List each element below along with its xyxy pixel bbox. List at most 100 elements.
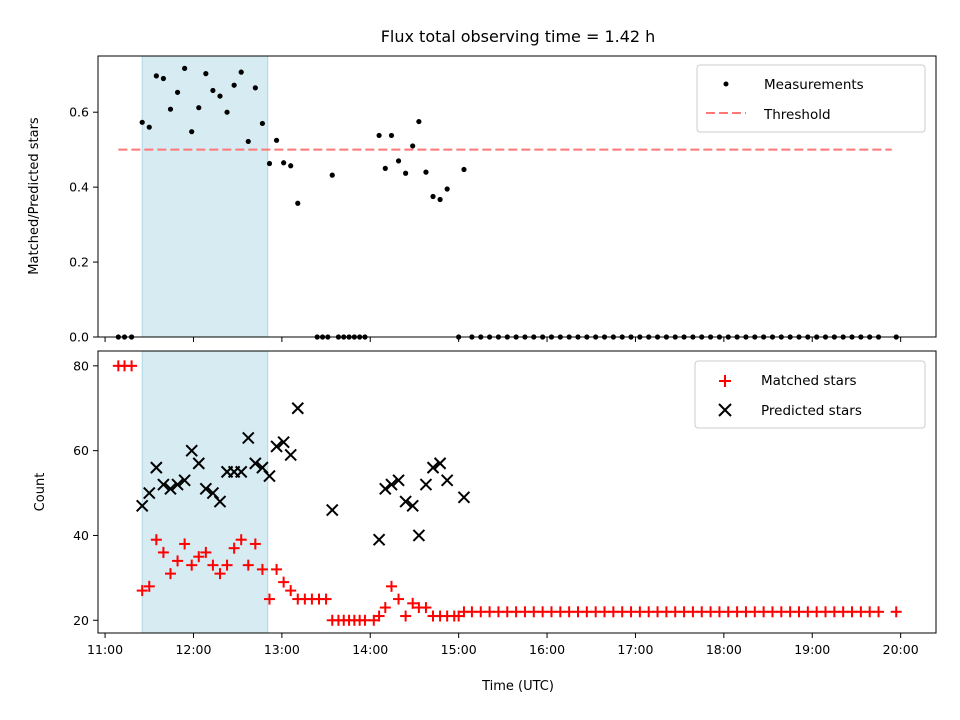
measurement-point xyxy=(259,120,266,127)
predicted-star-point xyxy=(135,499,149,512)
measurement-point xyxy=(231,82,237,88)
matched-star-point xyxy=(400,610,412,622)
x-tick-label: 18:00 xyxy=(706,642,742,657)
measurement-point xyxy=(160,75,167,82)
y-tick-label: 40 xyxy=(73,528,89,543)
measurement-point xyxy=(139,119,145,125)
legend-threshold-label: Threshold xyxy=(763,107,831,123)
x-axis-label: Time (UTC) xyxy=(481,679,554,694)
bottom-y-ticks: 20 40 60 80 xyxy=(73,358,98,628)
measurement-point xyxy=(281,160,287,166)
measurement-point xyxy=(430,193,436,200)
chart-title: Flux total observing time = 1.42 h xyxy=(381,27,656,46)
x-tick-label: 12:00 xyxy=(175,642,211,657)
matched-star-point xyxy=(207,559,219,571)
measurement-point xyxy=(266,160,273,167)
matched-star-point xyxy=(143,580,155,592)
matched-star-point xyxy=(179,538,191,550)
bottom-axes-frame xyxy=(97,350,937,634)
top-axes-frame xyxy=(97,55,937,338)
predicted-star-point xyxy=(399,495,412,508)
predicted-star-point xyxy=(372,533,386,546)
y-tick-label: 0.6 xyxy=(69,105,89,120)
matched-star-point xyxy=(407,597,419,609)
measurement-point xyxy=(153,73,159,79)
measurement-point xyxy=(437,196,443,203)
x-tick-label: 15:00 xyxy=(441,642,477,657)
predicted-star-point xyxy=(291,402,304,415)
measurement-point xyxy=(388,132,395,139)
measurement-point xyxy=(189,129,195,135)
top-legend-box xyxy=(696,64,926,133)
measurement-point xyxy=(238,69,244,75)
measurement-point xyxy=(329,172,335,178)
matched-star-point xyxy=(285,585,297,597)
matched-star-point xyxy=(136,585,148,597)
predicted-star-point xyxy=(185,444,198,457)
matched-stars-series xyxy=(112,360,902,626)
top-y-axis-label: Matched/Predicted stars xyxy=(27,117,42,275)
measurement-point xyxy=(167,106,174,112)
measurement-point xyxy=(295,200,301,206)
measurement-point xyxy=(410,143,416,149)
matched-star-point xyxy=(393,593,405,605)
predicted-star-point xyxy=(242,431,255,445)
predicted-star-point xyxy=(150,461,163,474)
predicted-star-point xyxy=(284,448,297,462)
matched-star-point xyxy=(235,534,247,546)
y-tick-label: 0.0 xyxy=(69,330,89,345)
bottom-legend-box xyxy=(694,360,926,429)
predicted-star-point xyxy=(392,474,405,487)
matched-star-point xyxy=(186,559,198,571)
predicted-star-point xyxy=(412,529,426,542)
predicted-star-point xyxy=(326,503,339,517)
x-tick-label: 20:00 xyxy=(883,642,919,657)
predicted-star-point xyxy=(440,474,454,487)
y-tick-label: 0.4 xyxy=(69,180,89,195)
bottom-x-ticks: 11:00 12:00 13:00 14:00 15:00 16:00 17:00 18:00… xyxy=(87,633,919,657)
predicted-star-point xyxy=(249,457,262,470)
y-tick-label: 0.2 xyxy=(69,255,89,270)
observing-span-top xyxy=(141,55,269,338)
matched-star-point xyxy=(228,542,240,554)
matched-star-point xyxy=(193,551,205,563)
predicted-star-point xyxy=(426,461,440,474)
matched-star-point xyxy=(271,563,283,575)
matched-star-point xyxy=(873,606,885,618)
top-y-ticks: 0.0 0.2 0.4 0.6 xyxy=(69,105,98,345)
matched-star-point xyxy=(164,568,176,580)
predicted-star-point xyxy=(457,491,471,504)
matched-star-point xyxy=(379,602,391,614)
predicted-star-point xyxy=(213,495,227,508)
matched-star-point xyxy=(263,593,275,605)
legend-matched-label: Matched stars xyxy=(761,373,857,389)
bottom-legend: Matched stars Predicted stars xyxy=(694,360,926,429)
measurement-point xyxy=(217,93,223,99)
predicted-star-point xyxy=(234,465,248,479)
top-legend: Measurements Threshold xyxy=(696,64,926,133)
x-tick-label: 11:00 xyxy=(87,642,123,657)
matched-star-point xyxy=(256,563,268,575)
measurement-point xyxy=(210,87,216,94)
measurement-point xyxy=(252,85,258,91)
x-tick-label: 19:00 xyxy=(794,642,830,657)
legend-matched-marker xyxy=(719,375,731,387)
measurement-point xyxy=(203,71,209,77)
measurement-point xyxy=(146,124,152,130)
matched-star-point xyxy=(157,546,169,558)
measurement-point xyxy=(423,169,429,175)
predicted-star-point xyxy=(157,478,170,491)
x-tick-label: 13:00 xyxy=(264,642,300,657)
matched-star-point xyxy=(373,610,385,622)
bottom-y-axis-label: Count xyxy=(33,473,48,512)
predicted-star-point xyxy=(171,478,184,491)
measurement-point xyxy=(174,89,181,95)
measurement-point xyxy=(196,105,202,111)
matched-star-point xyxy=(385,580,397,592)
x-tick-label: 14:00 xyxy=(352,642,388,657)
predicted-star-point xyxy=(379,482,392,496)
matched-star-point xyxy=(249,538,261,550)
matched-star-point xyxy=(242,559,254,571)
